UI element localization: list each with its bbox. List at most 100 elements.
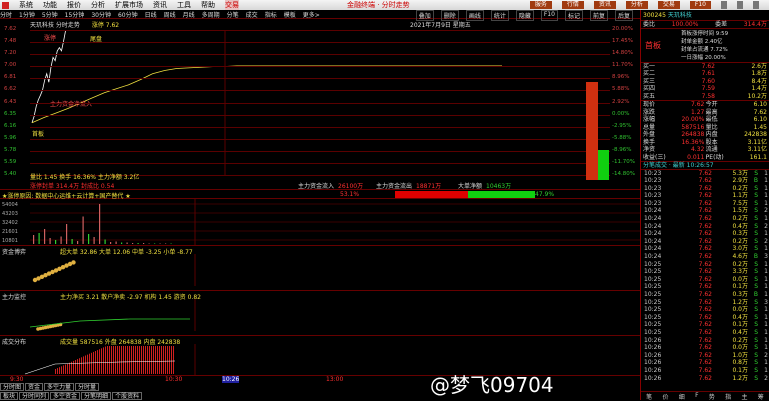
- tick-cell: 7.62: [698, 306, 712, 314]
- indicator-title[interactable]: 成交分布: [2, 339, 27, 346]
- tick-list[interactable]: 10:23 7.62 5.3万 S 1 10:23 7.62 2.9万 B 1 10:23 7.62 0…: [641, 170, 769, 383]
- top-button[interactable]: 资讯: [593, 1, 616, 9]
- menu-item[interactable]: 扩展市场: [115, 1, 143, 9]
- period-tab[interactable]: 成交: [245, 12, 258, 19]
- period-tab[interactable]: 多周期: [201, 12, 220, 19]
- top-button[interactable]: F10: [689, 1, 711, 9]
- indicator-title[interactable]: 资金博弈: [2, 249, 27, 256]
- toolbar-button[interactable]: F10: [540, 10, 558, 21]
- indicator-title[interactable]: 主力监控: [2, 294, 27, 301]
- toolbar-button[interactable]: 标记: [564, 10, 583, 21]
- tick-cell: 0.2万: [732, 215, 748, 223]
- grid-line: [30, 138, 610, 140]
- period-tab[interactable]: 更多>: [302, 12, 320, 19]
- tick-header: 分笔成交 · 最新 10:26:57: [641, 162, 769, 170]
- grid-line: [30, 114, 610, 116]
- close-icon[interactable]: [753, 1, 759, 9]
- indicator-panel[interactable]: 资金博弈 超大单 32.86 大单 12.06 中单 -3.25 小单 -8.77: [0, 245, 640, 290]
- quote-tab[interactable]: 细: [678, 394, 685, 401]
- stat-value: 6.10: [753, 101, 767, 108]
- quote-tab[interactable]: 指: [725, 394, 732, 401]
- tick-cell: 7.62: [698, 359, 712, 367]
- grid-line: [30, 42, 610, 44]
- period-tab[interactable]: 指标: [264, 12, 277, 19]
- period-tab[interactable]: 日线: [144, 12, 157, 19]
- stat-value: 1.27: [690, 108, 705, 116]
- indicator-bar: [119, 346, 120, 374]
- indicator-values: 成交量 587516 外盘 264838 内盘 242838: [60, 339, 181, 346]
- bottom-tab[interactable]: 多空力量: [44, 383, 75, 391]
- menu-item[interactable]: 资讯: [153, 1, 167, 9]
- tick-cell: S: [754, 260, 758, 268]
- volume-bar: [60, 236, 62, 244]
- volume-bar: [55, 240, 57, 244]
- bottom-tab[interactable]: 分时图: [0, 383, 25, 391]
- flow-value-1: 26100万: [338, 183, 364, 190]
- bottom-tab[interactable]: 分时量: [75, 383, 100, 391]
- book-volume: 1.8万: [751, 70, 767, 77]
- quote-tab[interactable]: 主: [741, 394, 748, 401]
- menu-item[interactable]: 系统: [19, 1, 33, 9]
- minimize-icon[interactable]: [721, 1, 727, 9]
- intraday-chart[interactable]: 首板 涨停 主力资金净流入 尾盘 7.62 20.00% 7.48 17.45% 7.20 14…: [0, 26, 640, 177]
- toolbar-button[interactable]: 叠加: [415, 10, 434, 21]
- volume-bar: [33, 235, 35, 244]
- toolbar-button[interactable]: 画线: [465, 10, 484, 21]
- bottom-tab[interactable]: 资金: [25, 383, 44, 391]
- tick-row: 10:25 7.62 0.1万 S 1: [641, 321, 769, 329]
- tick-cell: 1: [764, 344, 768, 352]
- stat-label: 换手: [643, 138, 656, 146]
- volume-bar: [148, 243, 150, 244]
- toolbar-button[interactable]: 后复: [614, 10, 633, 21]
- menu-item[interactable]: 报价: [67, 1, 81, 9]
- quote-tab[interactable]: 势: [708, 394, 715, 401]
- menu-item[interactable]: 帮助: [201, 1, 215, 9]
- bottom-tab[interactable]: 分笔明细: [81, 392, 112, 400]
- stat-label: 总量: [643, 123, 656, 131]
- flow-label-1: 主力资金流入: [298, 183, 335, 190]
- quote-tab[interactable]: 价: [662, 394, 669, 401]
- tick-cell: S: [754, 298, 758, 306]
- tick-cell: 1.0万: [732, 351, 748, 359]
- indicator-bar: [139, 346, 140, 374]
- stat-row: 收益(三) 0.011 PE(动) 161.1: [641, 154, 769, 162]
- indicator-panel[interactable]: 主力监控 主力净买 3.21 散户净卖 -2.97 机构 1.45 游资 0.82: [0, 290, 640, 335]
- bottom-tab[interactable]: 分时同列: [19, 392, 50, 400]
- toolbar-button[interactable]: 隐藏: [515, 10, 534, 21]
- fund-flow-strip: ★涨停原因: 数据中心运维+云计算+国产替代 ★ 53.1% 47.9%: [0, 189, 640, 200]
- toolbar-button[interactable]: 统计: [490, 10, 509, 21]
- period-tab[interactable]: 分时: [0, 12, 13, 19]
- bottom-tab[interactable]: 个股资料: [112, 392, 143, 400]
- menu-item[interactable]: 功能: [43, 1, 57, 9]
- period-tab[interactable]: 1分钟: [19, 12, 35, 19]
- maximize-icon[interactable]: [737, 1, 743, 9]
- indicator-bar: [91, 352, 92, 374]
- menu-item[interactable]: 分析: [91, 1, 105, 9]
- period-tab[interactable]: 5分钟: [41, 12, 58, 19]
- period-tab[interactable]: 周线: [163, 12, 176, 19]
- period-tab[interactable]: 月线: [182, 12, 195, 19]
- toolbar-button[interactable]: 删除: [440, 10, 459, 21]
- quote-tab[interactable]: 笔: [646, 394, 653, 401]
- bottom-tab[interactable]: 多空资金: [50, 392, 81, 400]
- menu-item[interactable]: 交易: [225, 0, 239, 10]
- period-tab[interactable]: 60分钟: [117, 12, 138, 19]
- period-tab[interactable]: 模板: [283, 12, 296, 19]
- top-button[interactable]: 分析: [625, 1, 648, 9]
- tick-cell: 2: [764, 351, 768, 359]
- top-button[interactable]: 行情: [561, 1, 584, 9]
- period-tab[interactable]: 15分钟: [64, 12, 85, 19]
- indicator-bar: [85, 355, 86, 374]
- news-ticker[interactable]: ★涨停原因: 数据中心运维+云计算+国产替代 ★: [2, 193, 131, 200]
- status-label: 涨停 7.62: [91, 22, 120, 29]
- quote-tab[interactable]: F: [695, 392, 699, 399]
- bottom-tab[interactable]: 板块: [0, 392, 19, 400]
- period-tab[interactable]: 分笔: [226, 12, 239, 19]
- period-tab[interactable]: 30分钟: [91, 12, 111, 19]
- quote-tab[interactable]: 筹: [757, 394, 764, 401]
- menu-item[interactable]: 工具: [177, 1, 191, 9]
- top-button[interactable]: 服务: [529, 1, 552, 9]
- toolbar-button[interactable]: 前复: [589, 10, 608, 21]
- indicator-panel[interactable]: 成交分布 成交量 587516 外盘 264838 内盘 242838: [0, 335, 640, 376]
- top-button[interactable]: 交易: [657, 1, 680, 9]
